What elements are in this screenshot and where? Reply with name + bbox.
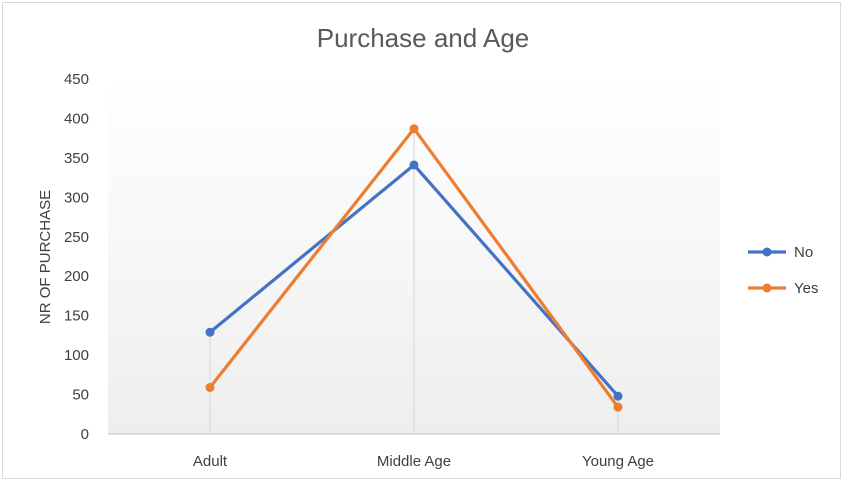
legend-label-no: No [794, 244, 813, 261]
y-tick-label: 100 [64, 347, 89, 364]
data-point-no [613, 391, 623, 401]
legend-label-yes: Yes [794, 280, 818, 297]
y-tick-label: 400 [64, 110, 89, 127]
y-tick-label: 300 [64, 189, 89, 206]
data-point-yes [409, 124, 419, 134]
line-chart: Purchase and Age NR OF PURCHASE 0 50 100 15… [37, 23, 818, 470]
data-point-no [205, 327, 215, 337]
data-point-yes [205, 382, 215, 392]
y-tick-label: 350 [64, 150, 89, 167]
y-axis-title: NR OF PURCHASE [37, 190, 54, 324]
y-tick-label: 250 [64, 229, 89, 246]
y-tick-label: 150 [64, 308, 89, 325]
chart-title: Purchase and Age [317, 23, 530, 53]
legend-marker-yes [762, 283, 772, 293]
data-point-yes [613, 402, 623, 412]
y-tick-label: 200 [64, 268, 89, 285]
data-point-no [409, 160, 419, 170]
x-tick-label: Adult [193, 453, 228, 470]
legend-marker-no [762, 247, 772, 257]
x-tick-label: Middle Age [377, 453, 451, 470]
y-tick-label: 450 [64, 71, 89, 88]
y-tick-label: 50 [72, 387, 89, 404]
x-tick-label: Young Age [582, 453, 654, 470]
y-tick-label: 0 [81, 426, 89, 443]
